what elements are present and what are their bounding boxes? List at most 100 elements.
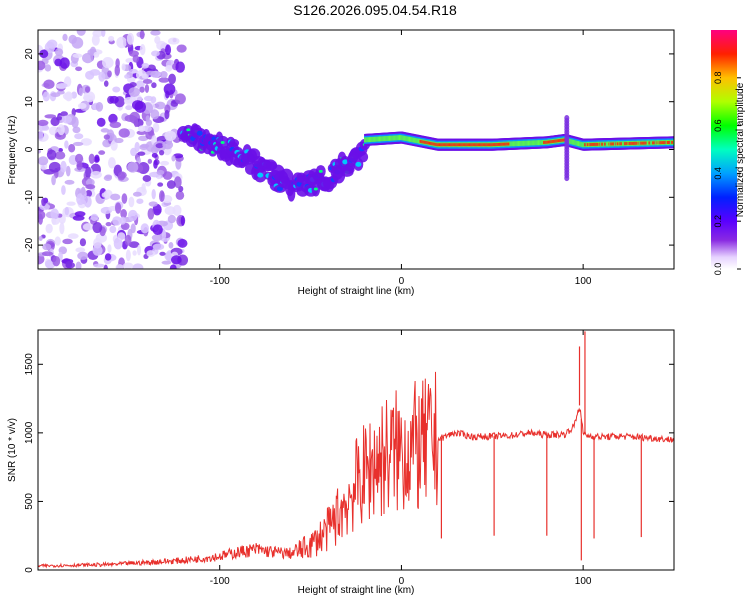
heatmap-noise-blob [146, 250, 156, 257]
snr-x-tick-label: 100 [575, 576, 592, 587]
heatmap-noise-blob [77, 251, 89, 260]
heatmap-noise-blob [38, 253, 45, 265]
heatmap-noise-blob [100, 128, 110, 133]
heatmap-noise-blob [54, 151, 66, 160]
heatmap-noise-blob [159, 190, 165, 202]
heatmap-noise-blob [120, 208, 127, 219]
heatmap-noise-blob [151, 234, 163, 241]
heatmap-noise-blob [163, 83, 176, 95]
snr-y-tick-label: 500 [24, 493, 35, 510]
heatmap-noise-blob [43, 79, 55, 90]
heatmap-noise-blob [129, 68, 138, 74]
heatmap-noise-blob [58, 82, 68, 88]
heatmap-noise-blob [72, 215, 85, 221]
heatmap-noise-blob [121, 63, 126, 71]
heatmap-noise-blob [71, 37, 84, 49]
snr-dips-spikes [440, 331, 642, 561]
heatmap-noise-blob [128, 87, 140, 97]
heatmap-noise-blob [170, 255, 182, 265]
heatmap-noise-blob [54, 48, 64, 57]
heatmap-noise-blob [82, 52, 94, 64]
heatmap-noise-blob [66, 201, 76, 206]
heatmap-noise-blob [155, 143, 164, 149]
heatmap-noise-blob [158, 149, 165, 156]
colorbar-tick-label: 0.6 [713, 119, 723, 132]
heatmap-noise-blob [172, 204, 182, 216]
heatmap-x-tick-label: 100 [575, 276, 592, 287]
heatmap-noise-blob [77, 102, 87, 109]
heatmap-x-tick-label: -100 [210, 276, 230, 287]
heatmap-noise-blob [105, 222, 112, 227]
heatmap-noise-blob [92, 221, 103, 234]
colorbar-label: Normalized spectral amplitude [735, 82, 746, 217]
heatmap-noise-blob [93, 263, 105, 268]
heatmap-noise-blob [171, 155, 176, 162]
heatmap-noise-blob [128, 209, 138, 222]
snr-x-ticks: -100 0 100 [210, 330, 592, 587]
heatmap-noise-blob [107, 70, 112, 78]
heatmap-noise-blob [104, 174, 113, 180]
heatmap-noise-blob [39, 49, 49, 59]
heatmap-noise-blob [101, 192, 110, 198]
heatmap-noise-blob [85, 189, 93, 198]
heatmap-noise-blob [124, 74, 130, 79]
heatmap-noise-blob [147, 158, 153, 164]
heatmap-noise-blob [168, 242, 174, 249]
heatmap-noise-blob [93, 51, 100, 58]
heatmap-noise-blob [162, 140, 174, 150]
heatmap-noise-blob [91, 33, 100, 46]
heatmap-noise-blob [125, 58, 135, 64]
heatmap-noise-blob [38, 130, 44, 141]
heatmap-noise-blob [151, 50, 160, 57]
heatmap-noise-blob [121, 193, 128, 204]
heatmap-noise-blob [88, 153, 95, 164]
colorbar: 0.0 0.2 0.4 0.6 0.8 Normalized spectral ampl… [711, 30, 746, 275]
heatmap-noise-blob [145, 70, 156, 76]
heatmap-noise-blob [132, 191, 142, 197]
snr-y-tick-label: 1000 [24, 421, 35, 444]
heatmap-noise-blob [131, 100, 144, 111]
heatmap-noise-blob [162, 195, 173, 204]
heatmap-noise-blob [46, 149, 57, 160]
heatmap-noise-blob [150, 109, 160, 120]
heatmap-noise-blob [48, 161, 61, 173]
heatmap-noise-blob [150, 30, 161, 36]
heatmap-noise-blob [125, 249, 131, 262]
heatmap-noise-blob [85, 166, 92, 179]
heatmap-noise-blob [160, 160, 170, 166]
heatmap-noise-blob [158, 77, 170, 83]
heatmap-noise-blob [41, 197, 47, 207]
heatmap-noise-blob [165, 65, 173, 72]
heatmap-noise-blob [62, 33, 68, 42]
heatmap-noise-blob [118, 128, 130, 138]
heatmap-noise-blob [115, 264, 124, 269]
colorbar-tick-label: 0.8 [713, 72, 723, 85]
heatmap-noise-blob [64, 91, 73, 102]
heatmap-noise-blob [73, 141, 84, 146]
heatmap-noise-blob [84, 195, 92, 208]
heatmap-noise-blob [65, 165, 71, 177]
heatmap-noise-blob [152, 122, 160, 133]
heatmap-noise-blob [162, 171, 173, 180]
heatmap-noise-blob [41, 251, 54, 257]
colorbar-gradient [711, 30, 737, 269]
heatmap-x-tick-label: 0 [399, 276, 405, 287]
heatmap-noise-blob [75, 247, 86, 253]
heatmap-noise-blob [157, 182, 164, 187]
snr-x-tick-label: -100 [210, 576, 230, 587]
heatmap-noise-blob [50, 92, 61, 98]
heatmap-noise-blob [138, 135, 149, 142]
heatmap-noise-blob [161, 229, 167, 240]
heatmap-noise-blob [57, 124, 65, 136]
heatmap-noise-blob [72, 53, 83, 58]
heatmap-noise-blob [74, 211, 86, 217]
heatmap-noise-blob [51, 218, 57, 225]
heatmap-noise-blob [96, 117, 106, 127]
heatmap-noise-blob [110, 193, 121, 201]
heatmap-noise-blob [136, 244, 142, 256]
heatmap-noise-blob [108, 157, 116, 169]
heatmap-noise-blob [166, 180, 176, 189]
heatmap-noise-blob [60, 160, 67, 173]
